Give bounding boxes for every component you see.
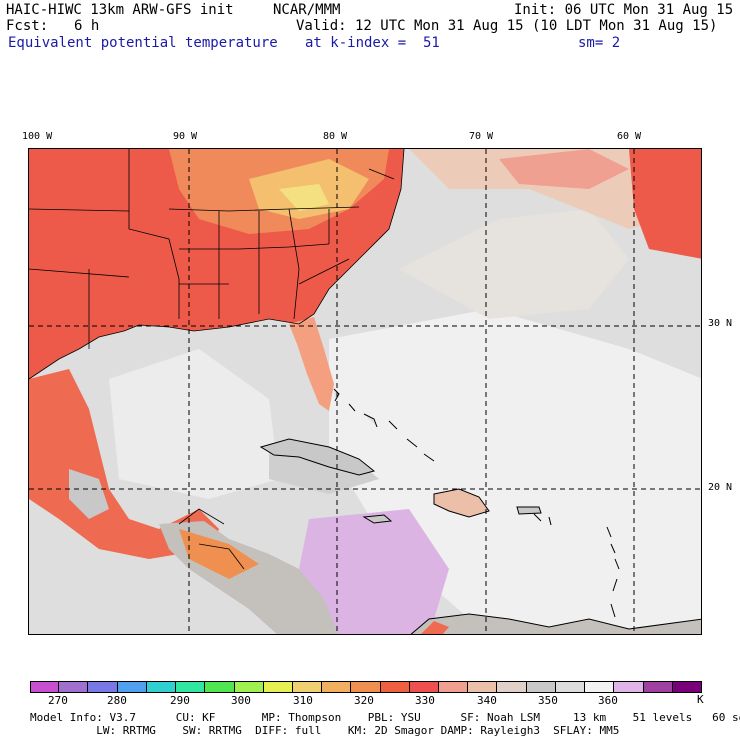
- colorbar-swatch: [380, 681, 410, 693]
- colorbar-label-340: 340: [477, 694, 497, 707]
- colorbar-swatch: [322, 681, 352, 693]
- field-name: Equivalent potential temperature: [8, 35, 278, 51]
- map-canvas: [29, 149, 701, 634]
- lon-label-80w: 80 W: [323, 131, 348, 142]
- mexico: [29, 369, 219, 559]
- jamaica: [362, 514, 393, 524]
- colorbar-swatch: [59, 681, 89, 693]
- central-america-warm: [179, 529, 259, 579]
- atlantic-hot-patch: [629, 149, 701, 259]
- hispaniola: [433, 488, 490, 518]
- colorbar-label-290: 290: [170, 694, 190, 707]
- colorbar-swatch: [468, 681, 498, 693]
- footer-line-2: LW: RRTMG SW: RRTMG DIFF: full KM: 2D Sm…: [30, 724, 620, 737]
- colorbar-label-360: 360: [598, 694, 618, 707]
- organization: NCAR/MMM: [273, 2, 341, 18]
- colorbar-swatch: [643, 681, 673, 693]
- colorbar-swatch: [439, 681, 469, 693]
- colorbar-swatch: [555, 681, 586, 693]
- atlantic-warm-streak: [499, 149, 629, 189]
- colorbar-label-310: 310: [293, 694, 313, 707]
- lon-label-60w: 60 W: [617, 131, 642, 142]
- graticule: [29, 149, 701, 634]
- atlantic-mid-zone: [399, 209, 629, 319]
- colorbar-swatch: [614, 681, 644, 693]
- colorbar-swatch: [351, 681, 381, 693]
- colorbar-swatch: [176, 681, 206, 693]
- gulf-light-zone: [109, 349, 279, 499]
- colorbar-label-280: 280: [107, 694, 127, 707]
- level-info: at k-index = 51: [305, 35, 440, 51]
- colorbar-swatch: [30, 681, 60, 693]
- forecast-label: Fcst:: [6, 18, 49, 34]
- colorbar-swatch: [88, 681, 118, 693]
- theta-e-map: [28, 148, 702, 635]
- south-america-coast: [410, 613, 701, 634]
- init-time: Init: 06 UTC Mon 31 Aug 15: [514, 2, 734, 18]
- colorbar-swatch: [234, 681, 264, 693]
- colorbar-label-300: 300: [231, 694, 251, 707]
- colorbar-label-270: 270: [48, 694, 68, 707]
- colorbar-swatch: [292, 681, 323, 693]
- venezuela-warm-patch: [421, 621, 449, 634]
- lat-label-20n: 20 N: [708, 482, 733, 493]
- forecast-hour: 6 h: [74, 18, 100, 34]
- lon-label-70w: 70 W: [469, 131, 494, 142]
- puerto-rico: [516, 506, 542, 515]
- footer-line-1: Model Info: V3.7 CU: KF MP: Thompson PBL…: [30, 711, 740, 724]
- colorbar-swatch: [497, 681, 527, 693]
- colorbar-swatch: [263, 681, 293, 693]
- colorbar-frame: [30, 681, 702, 693]
- colorbar-swatch: [585, 681, 615, 693]
- florida: [289, 317, 334, 411]
- model-title: HAIC-HIWC 13km ARW-GFS init: [6, 2, 234, 18]
- colorbar-label-350: 350: [538, 694, 558, 707]
- colorbar-label-330: 330: [415, 694, 435, 707]
- colorbar-swatch: [205, 681, 235, 693]
- lon-label-100w: 100 W: [22, 131, 53, 142]
- valid-time: Valid: 12 UTC Mon 31 Aug 15 (10 LDT Mon …: [296, 18, 718, 34]
- mexico-gray-patch: [69, 469, 109, 519]
- lon-label-90w: 90 W: [173, 131, 198, 142]
- colorbar-swatch: [526, 681, 556, 693]
- lat-label-30n: 30 N: [708, 318, 733, 329]
- appalachian-hot-core: [279, 184, 329, 211]
- cuba: [259, 438, 376, 476]
- smoothing-info: sm= 2: [578, 35, 621, 51]
- colorbar-unit: K: [697, 693, 704, 706]
- political-boundaries: [29, 149, 405, 570]
- colorbar-swatch: [117, 681, 147, 693]
- colorbar-swatch: [146, 681, 177, 693]
- colorbar-label-320: 320: [354, 694, 374, 707]
- colorbar-swatch: [409, 681, 440, 693]
